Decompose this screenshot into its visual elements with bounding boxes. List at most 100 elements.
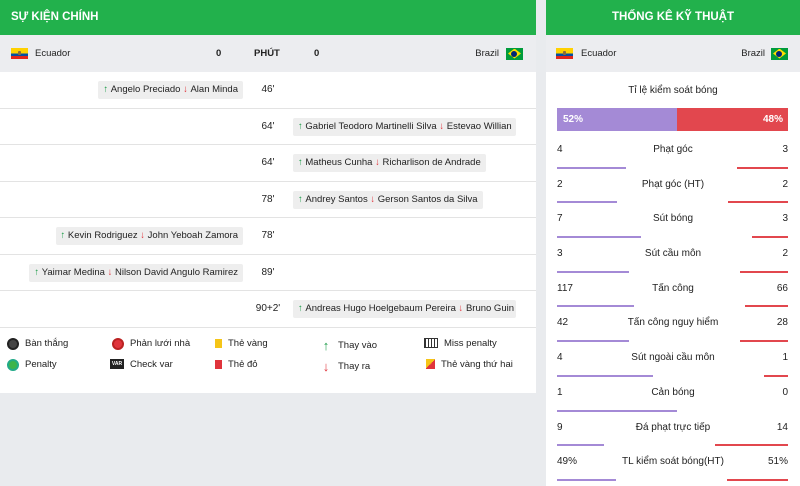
event-row: 64' ↑ Matheus Cunha ↓ Richarlison de Andr… (0, 145, 536, 182)
stat-label: Tấn công (652, 282, 694, 294)
event-row: 46' ↑ Angelo Preciado ↓ Alan Minda (0, 72, 536, 109)
sub-out-arrow-icon: ↓ (436, 120, 447, 132)
stat-home-bar (557, 201, 617, 204)
legend-own-goal: Phản lưới nhà (112, 337, 190, 350)
legend-sub-out-label: Thay ra (338, 360, 371, 372)
player-out-name: Estevao Willian (446, 120, 512, 132)
stats-teams-row: Ecuador Brazil (546, 35, 800, 72)
stat-away-bar (737, 166, 788, 169)
stat-home-bar (557, 374, 653, 377)
stat-home-value: 7 (557, 213, 563, 225)
possession-title: Tỉ lệ kiểm soát bóng (628, 85, 718, 96)
stat-away-value: 3 (782, 213, 788, 225)
legend-miss-penalty: Miss penalty (424, 338, 497, 349)
substitution-chip[interactable]: ↑ Andrey Santos ↓ Gerson Santos da Silva (293, 190, 483, 209)
event-minute: 64' (261, 120, 275, 132)
stat-home-value: 3 (557, 248, 563, 260)
legend-check-var: VAR Check var (110, 359, 173, 370)
stats-list: 4 Phạt góc 3 2 Phạt góc (HT) 2 7 Sút bóng 3 3 Sút … (546, 135, 800, 482)
stat-away-bar (764, 374, 788, 377)
player-out-name: Alan Minda (190, 84, 238, 95)
player-in-name: Angelo Preciado (110, 84, 181, 95)
stats-away-team-name: Brazil (741, 48, 765, 59)
stat-row: 117 Tấn công 66 (546, 274, 800, 309)
stat-home-value: 9 (557, 421, 563, 433)
legend: Bàn thắng Phản lưới nhà Thẻ vàng ↑ Thay … (0, 328, 536, 392)
stat-home-bar (557, 478, 616, 481)
substitution-chip[interactable]: ↑ Angelo Preciado ↓ Alan Minda (98, 81, 243, 99)
sub-out-arrow-icon: ↓ (372, 157, 383, 168)
substitution-chip[interactable]: ↑ Gabriel Teodoro Martinelli Silva ↓ Est… (293, 117, 516, 136)
stat-home-value: 1 (557, 386, 563, 398)
stat-row: 3 Sút cầu môn 2 (546, 239, 800, 274)
match-score-row: Ecuador 0 PHÚT 0 Brazil (0, 35, 536, 72)
sub-out-arrow-icon: ↓ (367, 193, 378, 205)
event-minute: 90+2' (255, 303, 281, 314)
stat-away-value: 1 (782, 352, 788, 364)
legend-sub-in-label: Thay vào (338, 339, 378, 351)
player-out-name: Bruno Guin (465, 303, 514, 314)
legend-penalty: Penalty (7, 358, 57, 371)
yellow-card-icon (215, 338, 222, 348)
events-list: 46' ↑ Angelo Preciado ↓ Alan Minda 64' ↑ Ga… (0, 72, 536, 328)
substitution-chip[interactable]: ↑ Yaimar Medina ↓ Nilson David Angulo Ra… (29, 263, 243, 282)
substitution-chip[interactable]: ↑ Matheus Cunha ↓ Richarlison de Andrade (293, 154, 486, 172)
substitution-chip[interactable]: ↑ Andreas Hugo Hoelgebaum Pereira ↓ Brun… (293, 300, 516, 318)
stat-home-value: 2 (557, 178, 563, 190)
sub-in-arrow-icon: ↑ (103, 84, 111, 95)
stat-label: Phạt góc (653, 144, 693, 155)
event-row: 90+2' ↑ Andreas Hugo Hoelgebaum Pereira ↓… (0, 291, 536, 328)
stat-home-bar (557, 340, 629, 343)
away-score: 0 (314, 48, 320, 59)
stat-home-value: 4 (557, 352, 563, 364)
player-out-name: Richarlison de Andrade (382, 157, 481, 168)
red-card-icon (215, 359, 222, 369)
stat-label: Sút ngoài cầu môn (631, 352, 715, 364)
legend-miss-penalty-label: Miss penalty (444, 337, 497, 349)
sub-in-arrow-icon: ↑ (298, 120, 306, 132)
sub-in-arrow-icon: ↑ (34, 266, 42, 278)
stats-away-team[interactable]: Brazil (741, 47, 788, 60)
stat-home-value: 4 (557, 144, 563, 155)
stats-home-team[interactable]: Ecuador (556, 48, 616, 59)
stat-home-bar (557, 444, 604, 447)
legend-yellow-card-label: Thẻ vàng (228, 337, 268, 349)
player-in-name: Andreas Hugo Hoelgebaum Pereira (305, 303, 456, 314)
key-events-panel: SỰ KIỆN CHÍNH Ecuador 0 PHÚT 0 Brazil 46… (0, 0, 536, 393)
stat-home-bar (557, 270, 629, 273)
player-in-name: Kevin Rodriguez (67, 230, 138, 241)
arrow-down-icon: ↓ (322, 358, 330, 374)
stat-away-value: 0 (782, 386, 788, 398)
stat-away-value: 2 (782, 248, 788, 260)
goal-ball-icon (7, 337, 19, 350)
away-team[interactable]: Brazil (475, 47, 523, 60)
sub-in-arrow-icon: ↑ (298, 303, 306, 314)
stat-away-value: 3 (782, 144, 788, 155)
legend-goal-label: Bàn thắng (25, 338, 69, 349)
arrow-up-icon: ↑ (322, 337, 330, 353)
stat-label: Sút cầu môn (644, 248, 702, 260)
stat-label: Đá phạt trực tiếp (635, 421, 711, 433)
player-in-name: Gabriel Teodoro Martinelli Silva (305, 120, 437, 132)
stat-away-value: 14 (776, 421, 788, 433)
stat-row: 42 Tấn công nguy hiểm 28 (546, 308, 800, 343)
stat-row: 2 Phạt góc (HT) 2 (546, 170, 800, 205)
away-team-name: Brazil (475, 48, 499, 59)
own-goal-ball-icon (112, 337, 124, 350)
player-in-name: Matheus Cunha (305, 157, 373, 168)
substitution-chip[interactable]: ↑ Kevin Rodriguez ↓ John Yeboah Zamora (55, 227, 243, 245)
stat-home-value: 42 (557, 317, 569, 329)
ecuador-flag-icon (556, 48, 573, 59)
player-in-name: Andrey Santos (305, 193, 368, 205)
legend-sub-in: ↑ Thay vào (320, 338, 377, 353)
legend-sub-out: ↓ Thay ra (320, 359, 370, 374)
ecuador-flag-icon (11, 48, 28, 59)
technical-stats-title: THỐNG KÊ KỸ THUẬT (546, 0, 800, 35)
stat-away-value: 66 (776, 282, 788, 294)
event-minute: 78' (261, 230, 275, 241)
home-team[interactable]: Ecuador (11, 48, 70, 59)
legend-red-card-label: Thẻ đỏ (228, 358, 258, 370)
home-score: 0 (216, 48, 222, 59)
stat-row: 9 Đá phạt trực tiếp 14 (546, 413, 800, 448)
stat-away-bar (727, 478, 788, 481)
